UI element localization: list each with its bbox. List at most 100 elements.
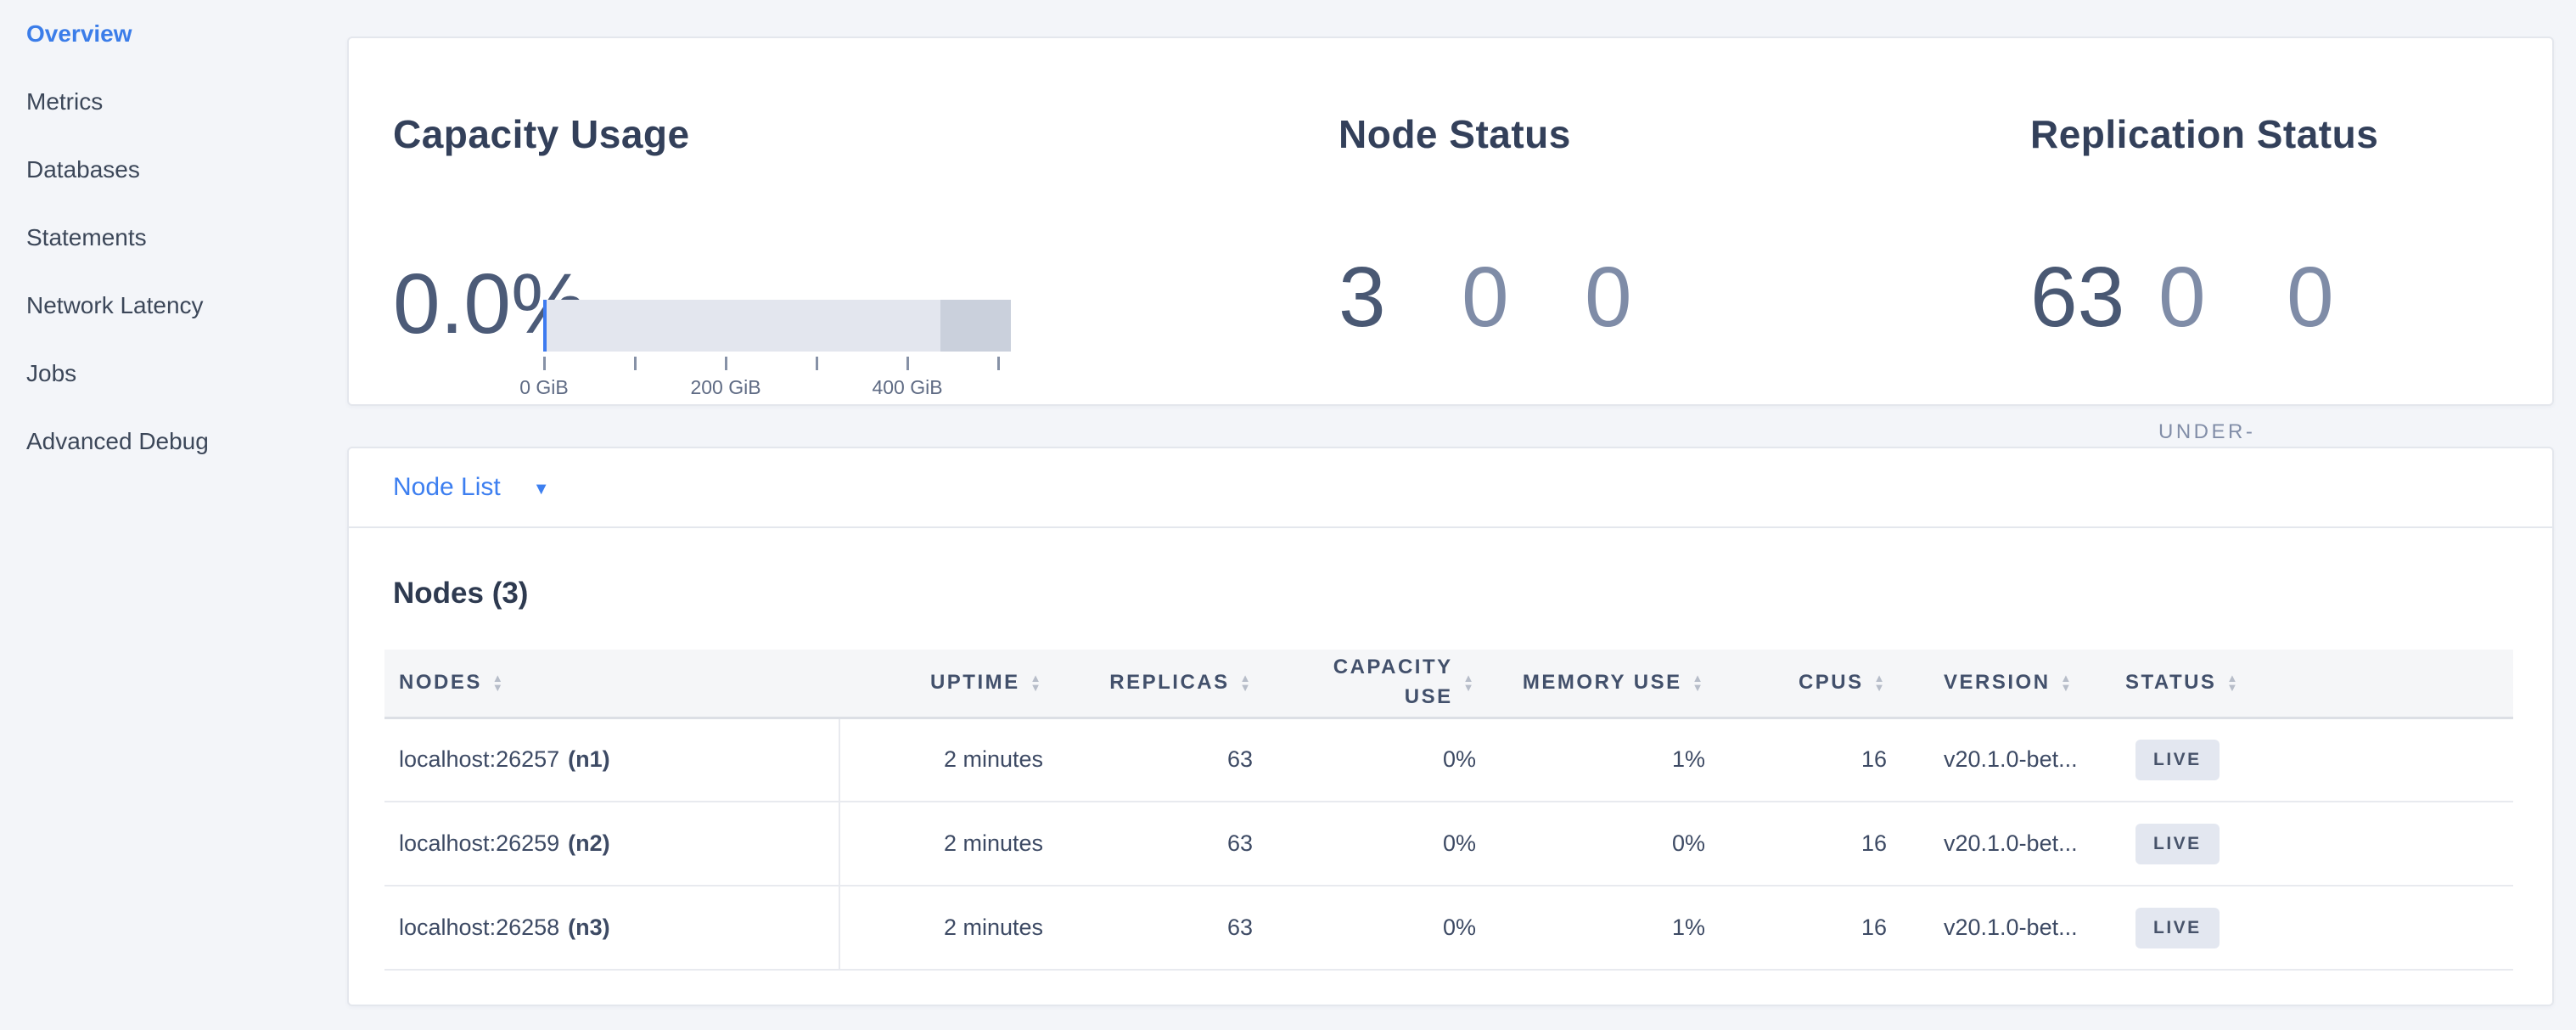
status-badge: LIVE xyxy=(2135,823,2220,864)
suspect-nodes-value: 0 xyxy=(1462,250,1509,345)
cpus-cell: 16 xyxy=(1722,802,1904,886)
memory-use-cell: 0% xyxy=(1493,802,1722,886)
column-label: REPLICAS xyxy=(1109,671,1230,695)
status-badge: LIVE xyxy=(2135,739,2220,780)
column-header-capacity-use[interactable]: CAPACITY USE ▲ ▼ xyxy=(1270,650,1493,719)
gauge-axis xyxy=(543,357,1011,370)
node-row[interactable]: localhost:26257 (n1) 2 minutes 63 0% 1% 1… xyxy=(384,718,2513,802)
node-list-dropdown[interactable]: Node List ▼ xyxy=(393,473,550,502)
cpus-cell: 16 xyxy=(1722,886,1904,971)
node-address-cell: localhost:26258 (n3) xyxy=(384,886,840,971)
capacity-usage-title: Capacity Usage xyxy=(393,112,690,156)
sort-icon[interactable]: ▲ ▼ xyxy=(491,671,506,694)
uptime-cell: 2 minutes xyxy=(839,886,1060,971)
capacity-usage-section: Capacity Usage 0.0% xyxy=(393,38,1335,528)
sidebar-item-databases[interactable]: Databases xyxy=(26,156,140,183)
sort-icon[interactable]: ▲ ▼ xyxy=(1462,671,1476,694)
sort-icon[interactable]: ▲ ▼ xyxy=(1239,671,1253,694)
axis-tick xyxy=(816,357,818,370)
status-cell: LIVE xyxy=(2113,802,2513,886)
replication-status-title: Replication Status xyxy=(2030,112,2379,156)
status-badge: LIVE xyxy=(2135,907,2220,948)
gauge-axis-labels: 0 GiB 200 GiB 400 GiB xyxy=(519,376,1011,402)
node-list-dropdown-label: Node List xyxy=(393,473,501,501)
column-label: NODES xyxy=(399,671,482,695)
node-address: localhost:26257 xyxy=(399,746,560,773)
sidebar-item-statements[interactable]: Statements xyxy=(26,224,147,250)
sort-icon[interactable]: ▲ ▼ xyxy=(1692,671,1705,694)
node-address: localhost:26259 xyxy=(399,830,560,856)
column-label: MEMORY USE xyxy=(1522,671,1682,695)
sidebar-item-network-latency[interactable]: Network Latency xyxy=(26,292,204,318)
column-header-replicas[interactable]: REPLICAS ▲ ▼ xyxy=(1060,650,1270,719)
column-header-uptime[interactable]: UPTIME ▲ ▼ xyxy=(839,650,1060,719)
column-label: VERSION xyxy=(1944,671,2051,695)
sidebar-item-advanced-debug[interactable]: Advanced Debug xyxy=(26,428,209,454)
total-ranges-value: 63 xyxy=(2030,250,2125,345)
gauge-track xyxy=(543,300,1011,352)
version-cell: v20.1.0-bet... xyxy=(1904,718,2113,802)
capacity-use-cell: 0% xyxy=(1270,718,1493,802)
column-header-version[interactable]: VERSION ▲ ▼ xyxy=(1904,650,2113,719)
unavailable-ranges-value: 0 xyxy=(2287,250,2334,345)
column-header-memory-use[interactable]: MEMORY USE ▲ ▼ xyxy=(1493,650,1722,719)
sort-icon[interactable]: ▲ ▼ xyxy=(1030,671,1043,694)
sort-icon[interactable]: ▲ ▼ xyxy=(2226,671,2240,694)
nodes-table: NODES ▲ ▼ UPTIME ▲ ▼ REPLI xyxy=(384,650,2513,971)
version-cell: v20.1.0-bet... xyxy=(1904,802,2113,886)
replication-status-section: Replication Status 63 TOTAL RANGES 0 UND… xyxy=(2030,38,2540,522)
sidebar-item-overview[interactable]: Overview xyxy=(26,20,132,47)
replicas-cell: 63 xyxy=(1060,718,1270,802)
column-label: STATUS xyxy=(2125,671,2217,695)
live-nodes-value: 3 xyxy=(1339,250,1386,345)
sort-icon[interactable]: ▲ ▼ xyxy=(2060,671,2074,694)
node-id: (n3) xyxy=(568,915,610,940)
sort-icon[interactable]: ▲ ▼ xyxy=(1873,671,1887,694)
cluster-summary-card: Capacity Usage 0.0% xyxy=(347,37,2554,528)
column-label: CAPACITY USE xyxy=(1333,656,1453,709)
capacity-use-cell: 0% xyxy=(1270,802,1493,886)
node-status-section: Node Status 3 LIVE NODES 0 SUSPECT NODES… xyxy=(1339,38,2018,522)
status-cell: LIVE xyxy=(2113,718,2513,802)
tick-label: 0 GiB xyxy=(519,376,569,398)
column-header-status[interactable]: STATUS ▲ ▼ xyxy=(2113,650,2513,719)
status-cell: LIVE xyxy=(2113,886,2513,971)
caret-down-icon: ▼ xyxy=(532,479,550,498)
sidebar-item-metrics[interactable]: Metrics xyxy=(26,88,104,115)
column-label: UPTIME xyxy=(929,671,1020,695)
memory-use-cell: 1% xyxy=(1493,718,1722,802)
node-id: (n1) xyxy=(568,746,610,773)
capacity-use-cell: 0% xyxy=(1270,886,1493,971)
dead-nodes-value: 0 xyxy=(1585,250,1632,345)
memory-use-cell: 1% xyxy=(1493,886,1722,971)
axis-tick xyxy=(906,357,909,370)
nodes-table-heading: Nodes (3) xyxy=(393,577,529,610)
main-content: Capacity Usage 0.0% xyxy=(347,0,2554,1030)
nodes-table-card: Nodes (3) NODES ▲ ▼ xyxy=(347,526,2554,1006)
cpus-cell: 16 xyxy=(1722,718,1904,802)
node-status-title: Node Status xyxy=(1339,112,1571,156)
column-header-nodes[interactable]: NODES ▲ ▼ xyxy=(384,650,839,719)
sidebar-item-jobs[interactable]: Jobs xyxy=(26,360,77,386)
axis-tick xyxy=(543,357,546,370)
node-address-cell: localhost:26257 (n1) xyxy=(384,718,840,802)
tick-label: 400 GiB xyxy=(872,376,943,398)
gauge-reserved-segment xyxy=(940,300,1011,352)
column-header-cpus[interactable]: CPUS ▲ ▼ xyxy=(1722,650,1904,719)
sidebar: Overview Metrics Databases Statements Ne… xyxy=(0,0,347,1030)
node-row[interactable]: localhost:26258 (n3) 2 minutes 63 0% 1% 1… xyxy=(384,886,2513,971)
node-address-cell: localhost:26259 (n2) xyxy=(384,802,840,886)
table-header-row: NODES ▲ ▼ UPTIME ▲ ▼ REPLI xyxy=(384,650,2513,719)
axis-tick xyxy=(725,357,727,370)
gauge-used-segment xyxy=(543,300,547,352)
replicas-cell: 63 xyxy=(1060,886,1270,971)
column-label: CPUS xyxy=(1798,671,1864,695)
uptime-cell: 2 minutes xyxy=(839,718,1060,802)
node-row[interactable]: localhost:26259 (n2) 2 minutes 63 0% 0% 1… xyxy=(384,802,2513,886)
node-address: localhost:26258 xyxy=(399,915,560,940)
under-replicated-ranges-value: 0 xyxy=(2158,250,2206,345)
uptime-cell: 2 minutes xyxy=(839,802,1060,886)
replicas-cell: 63 xyxy=(1060,802,1270,886)
view-selector-card: Node List ▼ xyxy=(347,447,2554,528)
capacity-gauge: 0 GiB 200 GiB 400 GiB xyxy=(519,238,1011,402)
